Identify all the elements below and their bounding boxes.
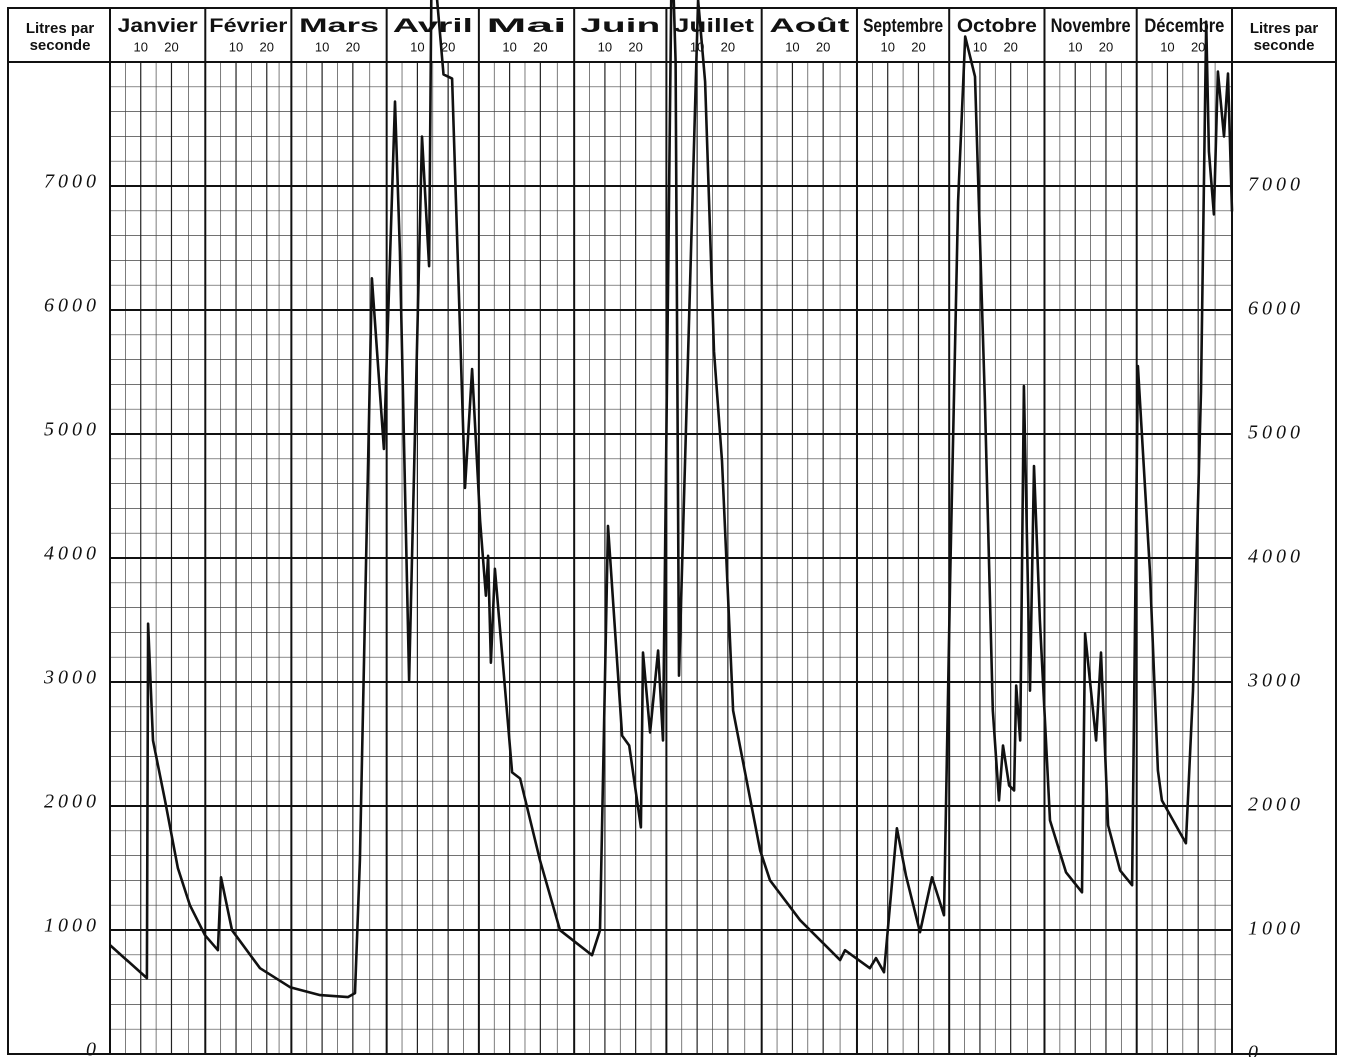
x-tick-label: 10 <box>315 39 329 54</box>
y2-tick-label: 7000 <box>1248 174 1304 196</box>
y-tick-label: 2000 <box>44 791 100 813</box>
x-tick-label: 10 <box>598 39 612 54</box>
month-label: Juin <box>580 16 660 37</box>
x-tick-label: 20 <box>911 39 925 54</box>
x-tick-label: 10 <box>880 39 894 54</box>
x-tick-label: 20 <box>1099 39 1113 54</box>
y-tick-label: 0 <box>86 1039 100 1057</box>
y2-tick-label: 1000 <box>1248 918 1304 940</box>
x-tick-label: 10 <box>973 39 987 54</box>
x-tick-label: 10 <box>1160 39 1174 54</box>
month-label: Septembre <box>863 16 943 37</box>
y-tick-label: 6000 <box>44 295 100 317</box>
y-tick-label: 4000 <box>44 543 100 565</box>
x-tick-label: 10 <box>785 39 799 54</box>
month-label: Mai <box>487 16 567 37</box>
month-label: Mars <box>299 16 379 37</box>
month-label: Février <box>209 16 288 37</box>
month-label: Juillet <box>674 16 755 37</box>
month-label: Janvier <box>118 16 199 37</box>
y2-tick-label: 2000 <box>1248 794 1304 816</box>
month-label: Avril <box>393 16 473 37</box>
y2-tick-label: 6000 <box>1248 298 1304 320</box>
x-tick-label: 10 <box>229 39 243 54</box>
y2-tick-label: 0 <box>1248 1042 1262 1057</box>
month-label: Novembre <box>1051 16 1131 37</box>
y-tick-label: 3000 <box>43 667 100 689</box>
x-tick-label: 20 <box>533 39 547 54</box>
month-label: Décembre <box>1144 16 1224 37</box>
x-tick-label: 20 <box>346 39 360 54</box>
x-tick-label: 20 <box>628 39 642 54</box>
x-tick-label: 20 <box>260 39 274 54</box>
x-tick-label: 10 <box>134 39 148 54</box>
month-label: Août <box>769 16 850 37</box>
y-tick-label: 1000 <box>44 915 100 937</box>
y-axis-label: Litres par seconde <box>25 20 95 54</box>
y-tick-label: 7000 <box>44 171 100 193</box>
x-tick-label: 10 <box>1068 39 1082 54</box>
x-tick-label: 10 <box>502 39 516 54</box>
x-tick-label: 20 <box>1003 39 1017 54</box>
y2-axis-label: Litres par seconde <box>1249 20 1319 54</box>
x-tick-label: 20 <box>721 39 735 54</box>
y2-tick-label: 4000 <box>1248 546 1304 568</box>
y2-tick-label: 5000 <box>1248 422 1304 444</box>
y-tick-label: 5000 <box>44 419 100 441</box>
x-tick-label: 10 <box>410 39 424 54</box>
x-tick-label: 20 <box>164 39 178 54</box>
x-tick-label: 20 <box>441 39 455 54</box>
y2-tick-label: 3000 <box>1247 670 1304 692</box>
x-tick-label: 20 <box>1191 39 1205 54</box>
month-label: Octobre <box>957 16 1037 37</box>
flow-line <box>109 0 1234 999</box>
x-tick-label: 20 <box>816 39 830 54</box>
